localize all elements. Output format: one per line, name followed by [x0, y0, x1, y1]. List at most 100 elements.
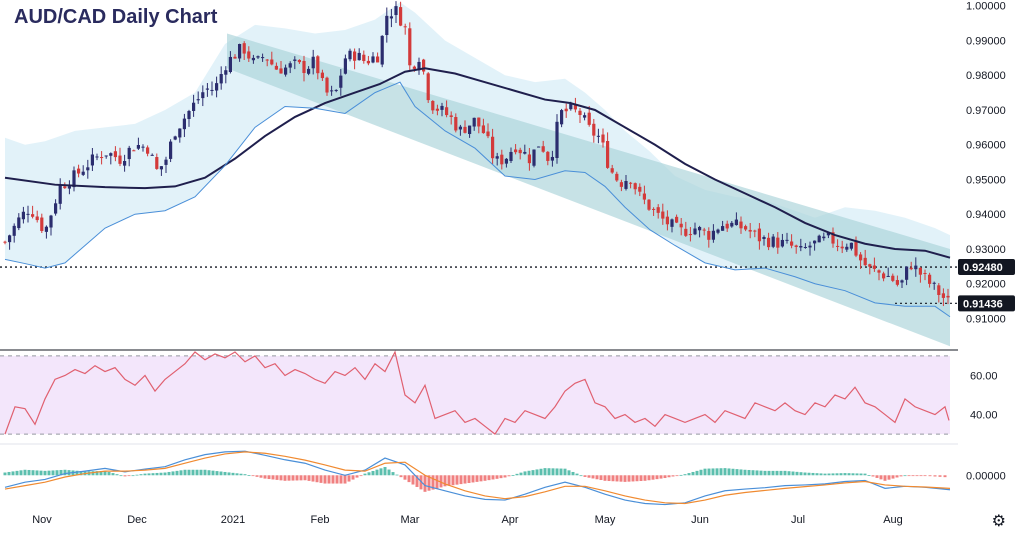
candle-body — [63, 186, 67, 189]
candle-body — [753, 230, 757, 232]
candle-body — [661, 211, 665, 219]
moving-average-line — [4, 67, 951, 259]
macd-histogram-bar — [775, 470, 779, 476]
candle-body — [877, 270, 881, 273]
macd-histogram-bar — [35, 470, 39, 476]
candle-body — [619, 182, 623, 187]
candle-body — [500, 154, 504, 165]
macd-histogram-bar — [295, 475, 299, 481]
candle-body — [449, 115, 453, 117]
last-price-tag-box — [958, 295, 1015, 312]
time-tick-label: Mar — [401, 514, 420, 526]
candle-body — [923, 272, 927, 274]
macd-histogram-bar — [711, 468, 715, 476]
candle-body — [891, 275, 895, 281]
macd-histogram-bar — [619, 475, 623, 482]
macd-histogram-bar — [631, 475, 635, 482]
macd-histogram-bar — [11, 471, 15, 476]
candle-body — [583, 115, 587, 118]
macd-histogram-bar — [933, 475, 937, 477]
candle-body — [343, 58, 347, 74]
macd-histogram-bar — [183, 469, 187, 476]
candle-body — [914, 265, 918, 270]
macd-histogram-bar — [155, 472, 159, 476]
macd-histogram-bar — [651, 475, 655, 480]
candle-body — [54, 203, 58, 214]
macd-histogram-bar — [251, 475, 255, 477]
macd-histogram-bar — [463, 475, 467, 484]
macd-histogram-bar — [759, 470, 763, 476]
candle-body — [606, 141, 610, 168]
candle-body — [665, 216, 669, 225]
candle-body — [527, 154, 531, 164]
macd-histogram-bar — [259, 475, 263, 478]
candle-body — [132, 150, 136, 152]
price-pane[interactable] — [0, 1, 958, 347]
macd-histogram-bar — [779, 470, 783, 476]
macd-histogram-bar — [559, 468, 563, 476]
candle-body — [242, 43, 246, 54]
macd-histogram-bar — [111, 473, 115, 476]
candle-body — [537, 146, 541, 148]
macd-histogram-bar — [895, 475, 899, 478]
candle-body — [868, 264, 872, 267]
macd-histogram-bar — [75, 470, 79, 476]
macd-histogram-bar — [883, 475, 887, 481]
macd-pane[interactable] — [3, 450, 951, 506]
macd-line — [4, 450, 951, 506]
macd-histogram-bar — [79, 471, 83, 476]
candle-body — [77, 168, 81, 174]
macd-histogram-bar — [343, 475, 347, 484]
macd-histogram-bar — [335, 475, 339, 484]
macd-histogram-bar — [667, 475, 671, 478]
macd-histogram-bar — [327, 475, 331, 484]
macd-histogram-bar — [531, 470, 535, 476]
candle-body — [624, 181, 628, 189]
macd-histogram-bar — [219, 471, 223, 476]
candle-body — [826, 232, 830, 236]
candle-body — [941, 293, 945, 298]
macd-histogram-bar — [807, 472, 811, 476]
candle-body — [707, 231, 711, 240]
candle-body — [422, 59, 426, 72]
time-tick-label: 2021 — [221, 514, 245, 526]
downtrend-channel — [227, 33, 950, 347]
time-tick-label: Aug — [883, 514, 903, 526]
candle-body — [150, 154, 154, 156]
candle-body — [224, 70, 228, 75]
candle-body — [445, 107, 449, 116]
macd-histogram-bar — [691, 471, 695, 476]
time-tick-label: May — [595, 514, 616, 526]
macd-histogram-bar — [743, 469, 747, 476]
macd-histogram-bar — [119, 475, 123, 477]
candle-body — [698, 227, 702, 231]
macd-histogram-bar — [755, 470, 759, 476]
candle-body — [389, 16, 393, 19]
macd-histogram-bar — [459, 475, 463, 485]
macd-histogram-bar — [227, 472, 231, 476]
candle-body — [569, 103, 573, 110]
candle-body — [647, 199, 651, 210]
candle-body — [836, 245, 840, 247]
macd-histogram-bar — [355, 475, 359, 478]
macd-histogram-bar — [767, 470, 771, 476]
candle-body — [886, 275, 890, 277]
candle-body — [693, 228, 697, 235]
macd-histogram-bar — [543, 468, 547, 476]
macd-histogram-bar — [875, 475, 879, 478]
macd-histogram-bar — [351, 475, 355, 480]
macd-histogram-bar — [199, 469, 203, 476]
macd-histogram-bar — [899, 475, 903, 477]
macd-histogram-bar — [191, 469, 195, 476]
gear-icon[interactable]: ⚙ — [991, 511, 1006, 530]
rsi-band — [0, 355, 950, 435]
rsi-pane[interactable] — [0, 350, 950, 436]
candle-body — [518, 149, 522, 154]
macd-histogram-bar — [587, 475, 591, 478]
macd-histogram-bar — [515, 473, 519, 476]
candle-body — [675, 216, 679, 223]
candle-body — [491, 136, 495, 159]
macd-histogram-bar — [859, 473, 863, 476]
macd-histogram-bar — [271, 475, 275, 480]
candle-body — [408, 28, 412, 66]
